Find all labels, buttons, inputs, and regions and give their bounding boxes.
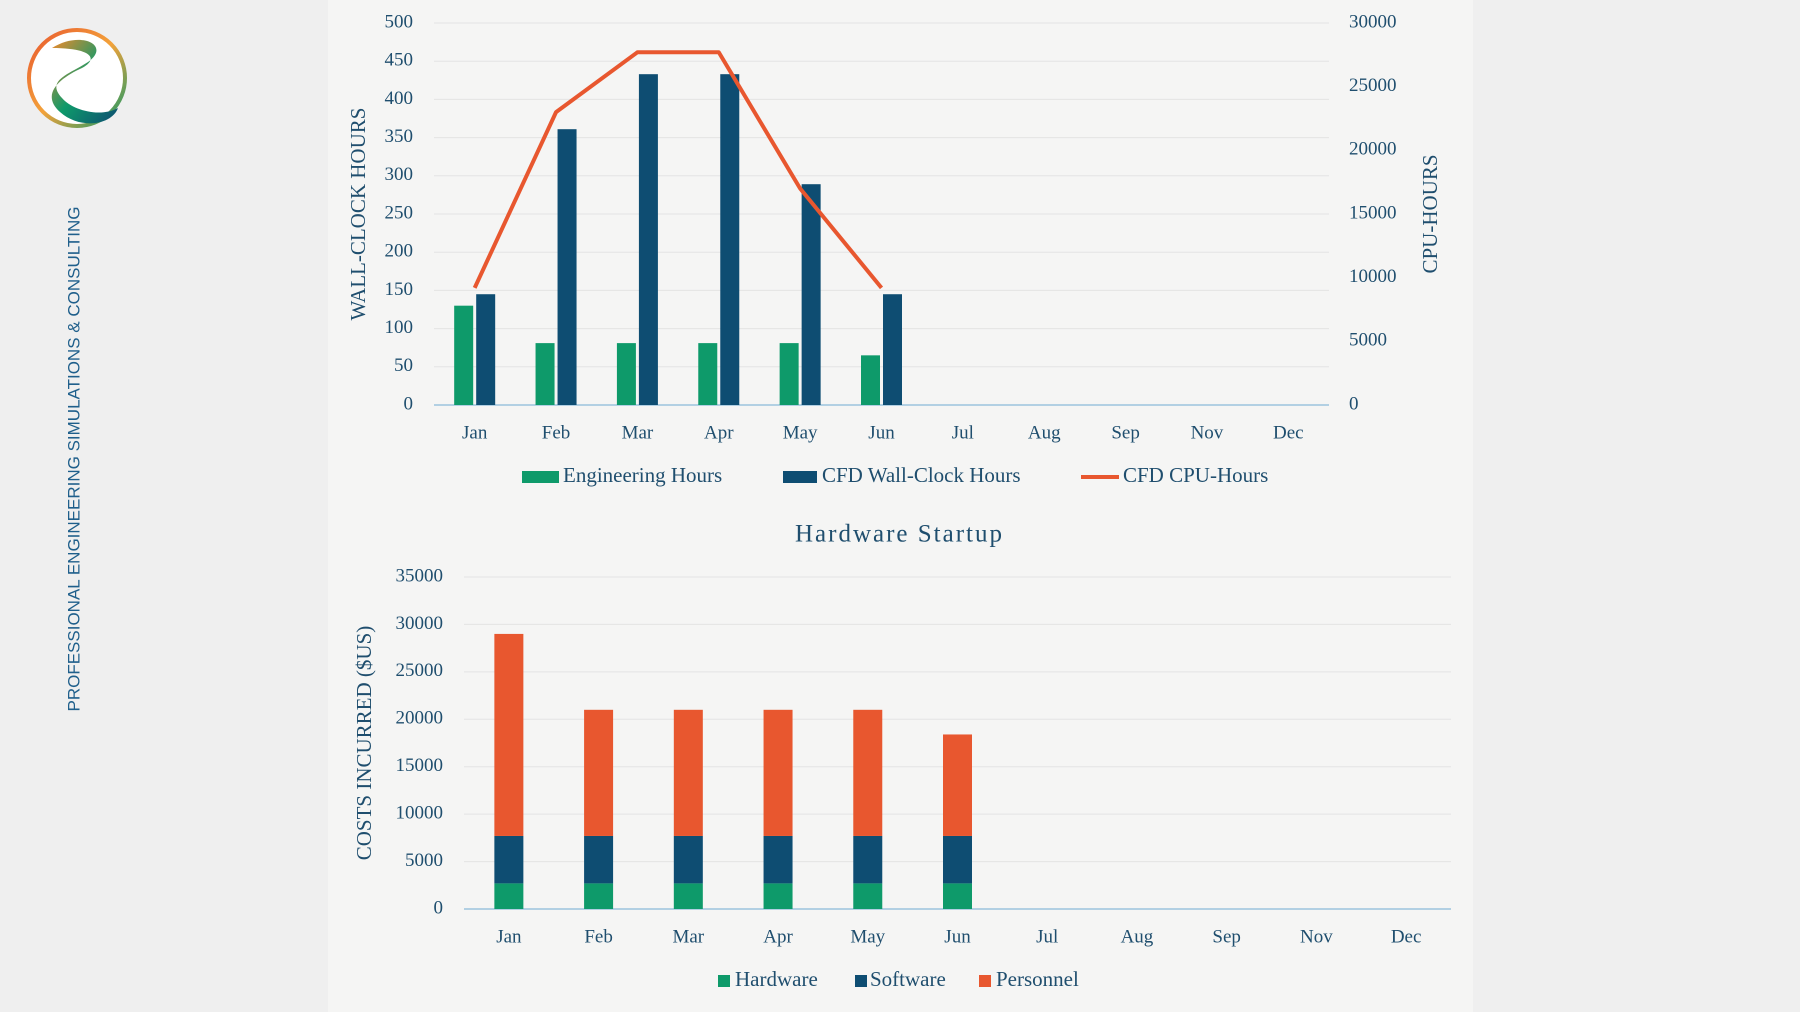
x-tick-label: May bbox=[783, 422, 818, 443]
x-tick-label: Nov bbox=[1300, 926, 1333, 947]
bar bbox=[801, 184, 821, 405]
y-tick-label: 250 bbox=[385, 202, 414, 223]
x-tick-label: Jun bbox=[868, 422, 895, 443]
bar bbox=[698, 343, 718, 405]
x-tick-label: Jul bbox=[952, 422, 974, 443]
legend-swatch bbox=[855, 975, 867, 987]
y-axis-title: WALL-CLOCK HOURS bbox=[346, 108, 370, 321]
y-tick-label: 30000 bbox=[396, 613, 444, 634]
y2-tick-label: 5000 bbox=[1349, 330, 1387, 351]
legend-label: CFD Wall-Clock Hours bbox=[822, 463, 1021, 487]
y-tick-label: 0 bbox=[404, 393, 414, 414]
x-tick-label: Dec bbox=[1273, 422, 1304, 443]
y2-tick-label: 20000 bbox=[1349, 139, 1397, 160]
x-tick-label: Sep bbox=[1111, 422, 1140, 443]
bar-segment bbox=[853, 883, 883, 909]
legend-label: Personnel bbox=[996, 967, 1079, 991]
legend-label: Software bbox=[870, 967, 946, 991]
y-tick-label: 25000 bbox=[396, 660, 444, 681]
y2-axis-title: CPU-HOURS bbox=[1418, 154, 1442, 273]
y-tick-label: 20000 bbox=[396, 708, 444, 729]
x-tick-label: Aug bbox=[1121, 926, 1154, 947]
bar-segment bbox=[673, 709, 703, 836]
bar-segment bbox=[763, 709, 793, 836]
bar bbox=[883, 294, 902, 405]
bar-segment bbox=[673, 835, 703, 884]
x-tick-label: Jul bbox=[1036, 926, 1058, 947]
y-tick-label: 50 bbox=[394, 355, 413, 376]
y2-tick-label: 0 bbox=[1349, 393, 1359, 414]
legend-swatch bbox=[718, 975, 730, 987]
legend-label: Hardware bbox=[735, 967, 818, 991]
bar-segment bbox=[494, 883, 524, 909]
bar-segment bbox=[494, 633, 524, 836]
bar bbox=[720, 74, 740, 406]
bar-segment bbox=[494, 835, 524, 884]
bar-segment bbox=[853, 709, 883, 836]
legend-swatch bbox=[979, 975, 991, 987]
bar-segment bbox=[584, 709, 614, 836]
bar-segment bbox=[673, 883, 703, 909]
bar bbox=[861, 355, 880, 405]
bar-segment bbox=[943, 883, 972, 909]
chart-title: Hardware Startup bbox=[795, 521, 1004, 548]
y-tick-label: 300 bbox=[385, 164, 414, 185]
y-tick-label: 450 bbox=[385, 50, 414, 71]
x-tick-label: Jan bbox=[496, 926, 522, 947]
y2-tick-label: 10000 bbox=[1349, 266, 1397, 287]
x-tick-label: Mar bbox=[622, 422, 654, 443]
bar-segment bbox=[584, 883, 614, 909]
x-tick-label: May bbox=[850, 926, 885, 947]
logo bbox=[27, 28, 127, 128]
y2-tick-label: 25000 bbox=[1349, 75, 1397, 96]
x-tick-label: Nov bbox=[1191, 422, 1224, 443]
bar-segment bbox=[584, 835, 614, 884]
x-tick-label: Aug bbox=[1028, 422, 1061, 443]
y-tick-label: 350 bbox=[385, 126, 414, 147]
legend-swatch bbox=[783, 471, 817, 483]
x-tick-label: Jan bbox=[462, 422, 488, 443]
legend-label: CFD CPU-Hours bbox=[1123, 463, 1268, 487]
y-tick-label: 15000 bbox=[396, 755, 444, 776]
x-tick-label: Feb bbox=[542, 422, 571, 443]
y-tick-label: 200 bbox=[385, 241, 414, 262]
y2-tick-label: 15000 bbox=[1349, 202, 1397, 223]
legend-label: Engineering Hours bbox=[563, 463, 722, 487]
bar-segment bbox=[943, 835, 972, 884]
bar bbox=[454, 305, 474, 405]
bar-segment bbox=[853, 835, 883, 884]
y-tick-label: 500 bbox=[385, 11, 414, 32]
x-tick-label: Apr bbox=[763, 926, 793, 947]
x-tick-label: Mar bbox=[672, 926, 704, 947]
bar-segment bbox=[763, 835, 793, 884]
bar-segment bbox=[763, 883, 793, 909]
x-tick-label: Jun bbox=[944, 926, 971, 947]
bar-segment bbox=[943, 734, 972, 836]
bar bbox=[616, 343, 636, 405]
x-tick-label: Dec bbox=[1391, 926, 1422, 947]
y-tick-label: 400 bbox=[385, 88, 414, 109]
bar bbox=[779, 343, 799, 405]
bar bbox=[476, 294, 496, 405]
y-tick-label: 0 bbox=[434, 897, 444, 918]
y-tick-label: 150 bbox=[385, 279, 414, 300]
y-tick-label: 35000 bbox=[396, 565, 444, 586]
y2-tick-label: 30000 bbox=[1349, 11, 1397, 32]
y-tick-label: 10000 bbox=[396, 803, 444, 824]
tagline: PROFESSIONAL ENGINEERING SIMULATIONS & C… bbox=[64, 206, 83, 711]
x-tick-label: Apr bbox=[704, 422, 734, 443]
x-tick-label: Feb bbox=[584, 926, 613, 947]
bar bbox=[638, 74, 658, 406]
y-tick-label: 5000 bbox=[405, 850, 443, 871]
bar bbox=[535, 343, 555, 405]
bar bbox=[557, 129, 577, 406]
x-tick-label: Sep bbox=[1212, 926, 1241, 947]
y-axis-title: COSTS INCURRED ($US) bbox=[352, 626, 376, 861]
line bbox=[472, 50, 884, 290]
legend-swatch bbox=[522, 471, 559, 483]
y-tick-label: 100 bbox=[385, 317, 414, 338]
